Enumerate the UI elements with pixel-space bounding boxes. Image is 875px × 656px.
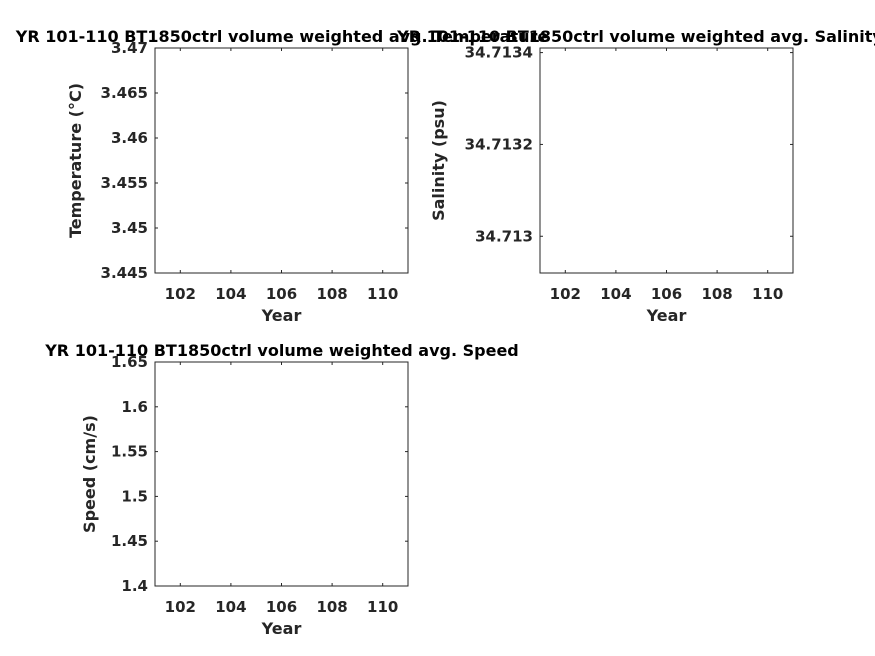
salinity-xtick-label: 104	[600, 285, 631, 303]
temperature-xtick-label: 106	[266, 285, 297, 303]
speed-axes-frame	[154, 361, 409, 587]
temperature-ytick-label: 3.47	[111, 39, 148, 57]
temperature-xtick-label: 104	[215, 285, 246, 303]
salinity-yaxis-label: Salinity (psu)	[429, 100, 448, 221]
temperature-xaxis-label: Year	[261, 306, 302, 325]
speed-ytick-label: 1.65	[111, 353, 148, 371]
temperature-xtick-label: 108	[316, 285, 347, 303]
speed-xaxis-label: Year	[261, 619, 302, 638]
temperature-ytick-label: 3.465	[101, 84, 148, 102]
speed-ytick-label: 1.5	[121, 487, 148, 505]
speed-xtick-label: 102	[165, 598, 196, 616]
speed-ytick-label: 1.4	[121, 577, 148, 595]
speed-ytick-label: 1.45	[111, 532, 148, 550]
salinity-xtick-label: 110	[752, 285, 783, 303]
salinity-axes-frame	[539, 47, 794, 274]
temperature-ytick-label: 3.455	[101, 174, 148, 192]
temperature-ytick-label: 3.45	[111, 219, 148, 237]
speed-xtick-label: 110	[367, 598, 398, 616]
salinity-xtick-label: 102	[550, 285, 581, 303]
salinity-ytick-label: 34.7132	[465, 135, 533, 153]
salinity-ytick-label: 34.7134	[465, 44, 533, 62]
salinity-xaxis-label: Year	[646, 306, 687, 325]
temperature-ytick-label: 3.445	[101, 264, 148, 282]
salinity-xtick-label: 106	[651, 285, 682, 303]
temperature-yaxis-label: Temperature (°C)	[66, 83, 85, 238]
salinity-chart-title: YR 101-110 BT1850ctrl volume weighted av…	[396, 27, 875, 46]
temperature-chart: 102 104 106 108 110 3.445 3.45 3.455 3.46 3.465 3.…	[15, 27, 549, 325]
temperature-chart-title: YR 101-110 BT1850ctrl volume weighted av…	[15, 27, 549, 46]
temperature-xtick-label: 110	[367, 285, 398, 303]
speed-ytick-label: 1.6	[121, 398, 148, 416]
speed-yaxis-label: Speed (cm/s)	[80, 415, 99, 533]
speed-ytick-label: 1.55	[111, 443, 148, 461]
temperature-xtick-label: 102	[165, 285, 196, 303]
speed-xtick-label: 108	[316, 598, 347, 616]
speed-chart: 102 104 106 108 110 1.4 1.45 1.5 1.55 1.6 1.65 Year…	[44, 341, 519, 638]
salinity-chart: 102 104 106 108 110 34.713 34.7132 34.7134 Year S…	[396, 27, 875, 325]
salinity-ytick-label: 34.713	[475, 227, 533, 245]
temperature-ytick-label: 3.46	[111, 129, 148, 147]
speed-xtick-label: 104	[215, 598, 246, 616]
salinity-xtick-label: 108	[701, 285, 732, 303]
speed-xtick-label: 106	[266, 598, 297, 616]
speed-chart-title: YR 101-110 BT1850ctrl volume weighted av…	[44, 341, 519, 360]
temperature-axes-frame	[154, 47, 409, 274]
